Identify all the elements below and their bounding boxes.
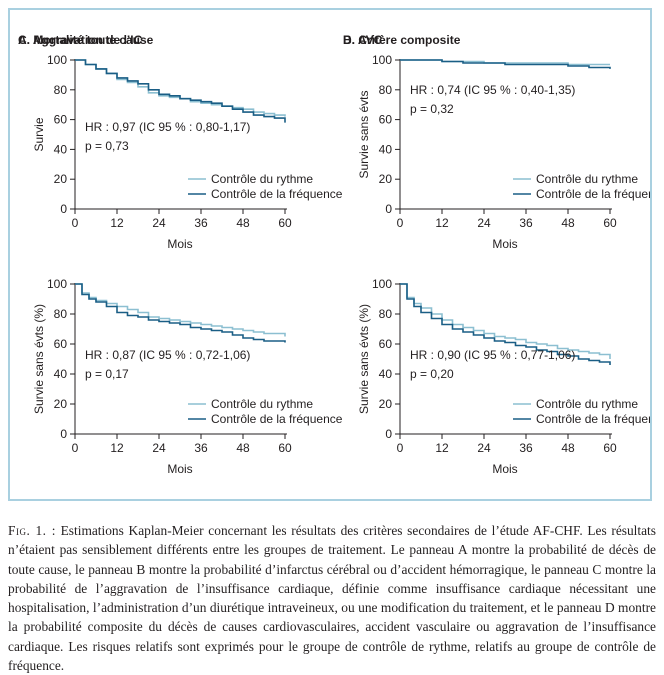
x-tick-label: 60 bbox=[278, 216, 292, 230]
caption-text: Estimations Kaplan-Meier concernant les … bbox=[8, 523, 656, 674]
y-axis-label: Survie sans évts (%) bbox=[357, 304, 371, 414]
legend-label: Contrôle de la fréquence bbox=[536, 187, 650, 201]
x-tick-label: 24 bbox=[152, 441, 166, 455]
y-axis-label: Survie sans évts (%) bbox=[32, 304, 46, 414]
x-tick-label: 12 bbox=[110, 441, 124, 455]
x-tick-label: 24 bbox=[477, 441, 491, 455]
x-tick-label: 12 bbox=[435, 441, 449, 455]
p-value-annotation: p = 0,32 bbox=[410, 102, 454, 116]
y-tick-label: 0 bbox=[385, 202, 392, 216]
legend-label: Contrôle de la fréquence bbox=[211, 187, 343, 201]
x-tick-label: 0 bbox=[72, 216, 79, 230]
x-tick-label: 36 bbox=[519, 441, 533, 455]
x-axis-label: Mois bbox=[492, 237, 517, 251]
series-line-controle-du-rythme bbox=[75, 283, 286, 337]
y-tick-label: 40 bbox=[379, 367, 393, 381]
y-tick-label: 100 bbox=[47, 277, 67, 291]
y-tick-label: 60 bbox=[54, 337, 68, 351]
x-tick-label: 24 bbox=[152, 216, 166, 230]
y-tick-label: 60 bbox=[379, 337, 393, 351]
p-value-annotation: p = 0,73 bbox=[85, 139, 129, 153]
caption-label: Fig. 1. : bbox=[8, 523, 56, 538]
series-line-controle-de-la-frequence bbox=[75, 283, 286, 343]
y-tick-label: 60 bbox=[379, 113, 393, 127]
y-tick-label: 80 bbox=[379, 83, 393, 97]
y-tick-label: 0 bbox=[60, 202, 67, 216]
panel-title: A. Mortalité toute cause bbox=[18, 33, 154, 47]
x-axis-label: Mois bbox=[167, 237, 192, 251]
x-tick-label: 0 bbox=[397, 216, 404, 230]
x-tick-label: 36 bbox=[194, 441, 208, 455]
y-tick-label: 40 bbox=[54, 142, 68, 156]
x-tick-label: 48 bbox=[561, 441, 575, 455]
panel-title: B. AVC bbox=[343, 33, 383, 47]
y-tick-label: 80 bbox=[54, 83, 68, 97]
panel-title: C. Aggravation de l’IC bbox=[18, 33, 143, 47]
x-tick-label: 60 bbox=[603, 216, 617, 230]
x-tick-label: 12 bbox=[110, 216, 124, 230]
y-tick-label: 40 bbox=[379, 142, 393, 156]
series-line-controle-du-rythme bbox=[400, 283, 611, 359]
x-tick-label: 36 bbox=[519, 216, 533, 230]
y-tick-label: 100 bbox=[372, 53, 392, 67]
hazard-ratio-annotation: HR : 0,87 (IC 95 % : 0,72-1,06) bbox=[85, 348, 250, 362]
y-tick-label: 80 bbox=[54, 307, 68, 321]
legend-label: Contrôle du rythme bbox=[536, 397, 638, 411]
hazard-ratio-annotation: HR : 0,90 (IC 95 % : 0,77-1,06) bbox=[410, 348, 575, 362]
hazard-ratio-annotation: HR : 0,74 (IC 95 % : 0,40-1,35) bbox=[410, 83, 575, 97]
x-tick-label: 48 bbox=[236, 441, 250, 455]
y-axis-label: Survie bbox=[32, 117, 46, 151]
y-tick-label: 20 bbox=[54, 172, 68, 186]
x-axis-label: Mois bbox=[167, 462, 192, 476]
series-line-controle-de-la-frequence bbox=[400, 59, 611, 69]
y-tick-label: 20 bbox=[54, 397, 68, 411]
legend-label: Contrôle du rythme bbox=[211, 172, 313, 186]
x-axis-label: Mois bbox=[492, 462, 517, 476]
chart-panel-b: B. AVC 0 20 40 60 80 100 0 12 24 36 48 60 Mois Survie … bbox=[343, 33, 650, 251]
chart-panel-a: A. Mortalité toute cause 0 20 40 60 80 100 0 12 2… bbox=[18, 33, 343, 251]
p-value-annotation: p = 0,17 bbox=[85, 367, 129, 381]
p-value-annotation: p = 0,20 bbox=[410, 367, 454, 381]
y-tick-label: 80 bbox=[379, 307, 393, 321]
legend-label: Contrôle du rythme bbox=[211, 397, 313, 411]
x-tick-label: 12 bbox=[435, 216, 449, 230]
x-tick-label: 36 bbox=[194, 216, 208, 230]
y-tick-label: 0 bbox=[385, 427, 392, 441]
x-tick-label: 60 bbox=[603, 441, 617, 455]
y-tick-label: 20 bbox=[379, 397, 393, 411]
chart-panel-d: D. Critère composite 0 20 40 60 80 100 0 12 24 36 4… bbox=[343, 33, 650, 476]
legend-label: Contrôle de la fréquence bbox=[536, 412, 650, 426]
chart-panel-c: C. Aggravation de l’IC 0 20 40 60 80 100 0 12 24 3… bbox=[18, 33, 343, 476]
series-line-controle-de-la-frequence bbox=[75, 59, 286, 123]
x-tick-label: 0 bbox=[397, 441, 404, 455]
legend-label: Contrôle de la fréquence bbox=[211, 412, 343, 426]
y-tick-label: 40 bbox=[54, 367, 68, 381]
y-tick-label: 100 bbox=[47, 53, 67, 67]
series-line-controle-de-la-frequence bbox=[400, 283, 611, 365]
x-tick-label: 24 bbox=[477, 216, 491, 230]
figure-caption: Fig. 1. : Estimations Kaplan-Meier conce… bbox=[8, 521, 656, 675]
y-axis-label: Survie sans évts bbox=[357, 90, 371, 178]
x-tick-label: 60 bbox=[278, 441, 292, 455]
y-tick-label: 100 bbox=[372, 277, 392, 291]
legend-label: Contrôle du rythme bbox=[536, 172, 638, 186]
y-tick-label: 60 bbox=[54, 113, 68, 127]
x-tick-label: 0 bbox=[72, 441, 79, 455]
x-tick-label: 48 bbox=[236, 216, 250, 230]
figure-frame: A. Mortalité toute cause 0 20 40 60 80 100 0 12 2… bbox=[8, 8, 652, 501]
kaplan-meier-figure: A. Mortalité toute cause 0 20 40 60 80 100 0 12 2… bbox=[18, 33, 650, 476]
y-tick-label: 0 bbox=[60, 427, 67, 441]
y-tick-label: 20 bbox=[379, 172, 393, 186]
hazard-ratio-annotation: HR : 0,97 (IC 95 % : 0,80-1,17) bbox=[85, 120, 250, 134]
x-tick-label: 48 bbox=[561, 216, 575, 230]
panel-title: D. Critère composite bbox=[343, 33, 461, 47]
